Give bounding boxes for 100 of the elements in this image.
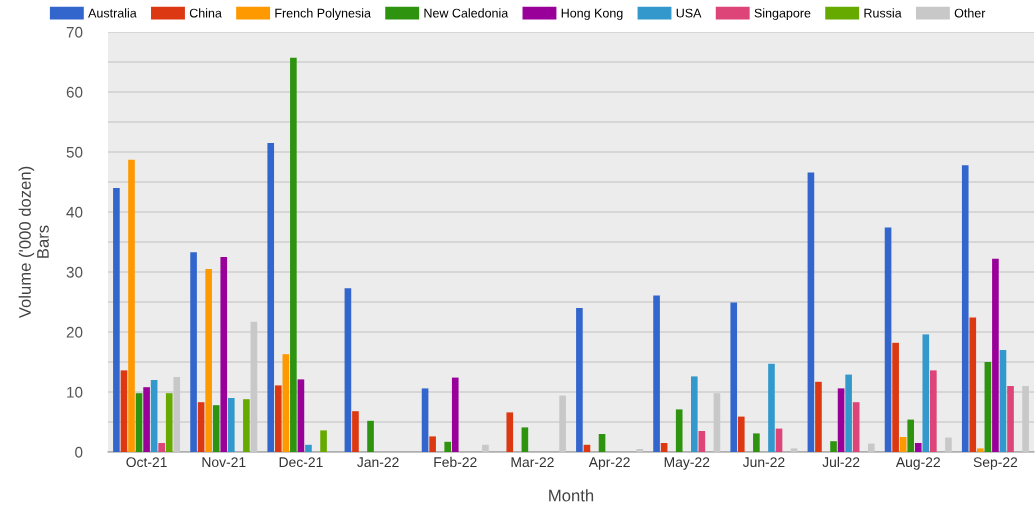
bar [1007, 386, 1014, 452]
bar [274, 385, 282, 452]
bar [867, 443, 875, 452]
legend-label: USA [676, 8, 702, 18]
bar [598, 434, 606, 452]
bar [768, 363, 775, 452]
bar [690, 376, 698, 452]
legend-label: French Polynesia [275, 8, 371, 20]
y-tick-label: 30 [66, 266, 83, 278]
bar [305, 444, 312, 452]
bar [830, 441, 837, 452]
bar [267, 143, 275, 452]
bar [506, 412, 514, 452]
bar [135, 393, 143, 452]
bar [282, 354, 290, 452]
y-tick-label: 50 [66, 146, 83, 158]
bar [992, 258, 999, 452]
bar [250, 321, 258, 452]
bar [290, 57, 297, 452]
y-tick-label: 0 [75, 446, 83, 458]
bar [158, 443, 165, 452]
x-tick-label: Mar-22 [511, 457, 554, 468]
x-tick-label: Nov-21 [202, 457, 246, 468]
bar [559, 395, 566, 452]
bar [128, 159, 135, 452]
bar [576, 308, 583, 452]
bar [984, 362, 992, 452]
x-tick-label: Oct-21 [126, 457, 167, 468]
bar [698, 431, 706, 452]
bar [190, 252, 197, 452]
bar [444, 441, 452, 452]
bar [205, 269, 212, 452]
x-tick-label: Aug-22 [895, 457, 940, 470]
bar [367, 420, 374, 452]
bar [165, 393, 173, 452]
x-tick-label: Jan-22 [357, 457, 399, 468]
bar [713, 393, 721, 452]
bar [790, 448, 798, 452]
bar [884, 227, 892, 452]
bar [660, 443, 668, 452]
y-tick-label: 10 [67, 386, 83, 398]
y-tick-label: 70 [66, 26, 83, 38]
bar [421, 388, 429, 452]
bar [227, 398, 235, 452]
y-tick-label: 60 [66, 86, 83, 98]
bar [907, 419, 915, 452]
bar [845, 374, 852, 452]
bar [451, 377, 459, 452]
legend-label: Australia [88, 8, 137, 18]
x-tick-label: Apr-22 [588, 457, 630, 470]
bar [243, 399, 250, 452]
bar [914, 443, 922, 452]
bar [675, 409, 683, 452]
bar [482, 444, 489, 452]
bar [320, 430, 327, 452]
x-tick-label: Sep-22 [973, 457, 1018, 470]
legend-label: Singapore [754, 8, 811, 20]
bar [807, 172, 815, 452]
bar [636, 449, 644, 452]
y-tick-label: 20 [66, 326, 83, 338]
bar [977, 448, 984, 452]
bar [653, 295, 660, 452]
x-tick-label: Dec-21 [279, 457, 323, 468]
bar [999, 350, 1007, 452]
legend-label: New Caledonia [424, 8, 509, 18]
bar [737, 416, 745, 452]
bar [1022, 386, 1029, 452]
bar [120, 370, 128, 452]
x-tick-label: Jul-22 [822, 456, 860, 468]
bar [143, 387, 150, 452]
x-tick-label: Feb-22 [434, 456, 477, 468]
bar [352, 411, 359, 452]
bar [197, 402, 205, 452]
bar [212, 405, 220, 452]
bar [815, 381, 822, 452]
legend-label: Hong Kong [561, 8, 623, 20]
y-axis-title: Volume ('000 dozen) Bars [18, 166, 49, 319]
x-axis-title: Month [549, 489, 594, 502]
bar [969, 317, 977, 452]
bar [945, 437, 952, 452]
bar [173, 377, 181, 452]
x-tick-label: May-22 [664, 457, 710, 470]
bar [297, 379, 305, 452]
bar [892, 342, 899, 452]
bar [220, 257, 228, 452]
y-tick-label: 40 [66, 206, 83, 218]
bar [837, 388, 845, 452]
bar [922, 334, 930, 452]
bar [429, 436, 436, 452]
legend-label: Russia [864, 8, 902, 18]
x-tick-label: Jun-22 [742, 457, 785, 468]
legend-label: China [189, 8, 222, 18]
bar [344, 288, 352, 452]
bar [852, 402, 860, 452]
bar [730, 302, 738, 452]
bar [521, 427, 529, 452]
bar [899, 437, 907, 452]
legend-label: Other [954, 8, 986, 18]
bar [753, 433, 760, 452]
bar [930, 370, 937, 452]
